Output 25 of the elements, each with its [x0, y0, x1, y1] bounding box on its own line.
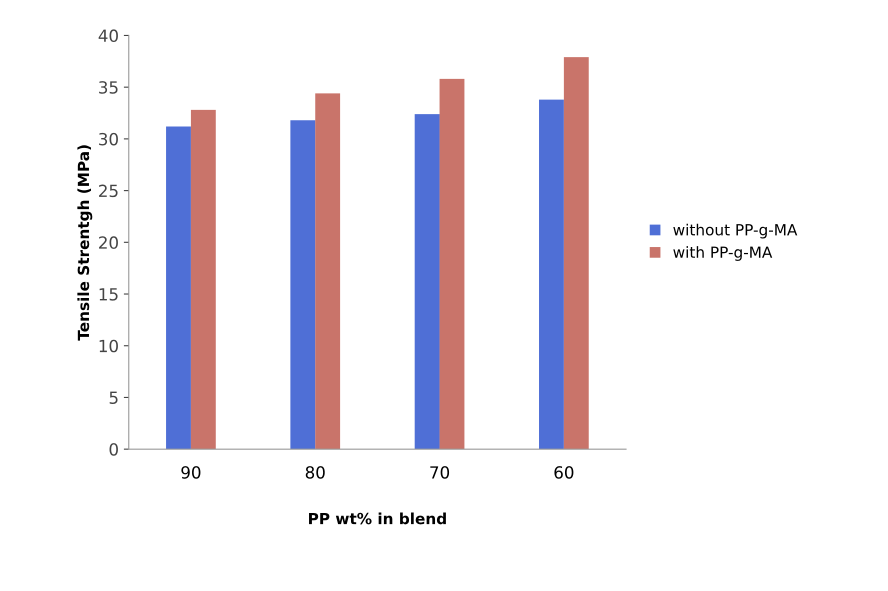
legend-label: without PP-g-MA [673, 224, 798, 238]
y-tick-label: 40 [98, 29, 118, 42]
x-tick-label: 90 [181, 466, 200, 479]
y-tick-label: 15 [100, 288, 118, 301]
bar [564, 57, 589, 450]
y-axis-title: Tensile Strentgh (MPa) [77, 145, 92, 341]
bar [315, 93, 340, 450]
y-tick-label: 35 [99, 81, 118, 94]
x-tick-label: 80 [306, 466, 325, 479]
y-tick-label: 30 [99, 132, 118, 146]
y-tick-label: 0 [110, 443, 118, 456]
bar [166, 126, 191, 450]
bar [414, 114, 440, 450]
x-tick-label: 60 [554, 466, 574, 479]
legend-label: with PP-g-MA [673, 246, 772, 261]
bar [190, 110, 216, 450]
y-tick-label: 20 [99, 236, 118, 249]
y-tick-label: 5 [110, 392, 118, 404]
x-axis-title: PP wt% in blend [309, 512, 446, 524]
bar [290, 120, 316, 450]
y-tick-label: 25 [99, 184, 118, 198]
bar [440, 78, 464, 450]
y-tick-label: 10 [100, 340, 118, 352]
x-tick-label: 70 [430, 466, 450, 479]
bar [539, 100, 564, 450]
